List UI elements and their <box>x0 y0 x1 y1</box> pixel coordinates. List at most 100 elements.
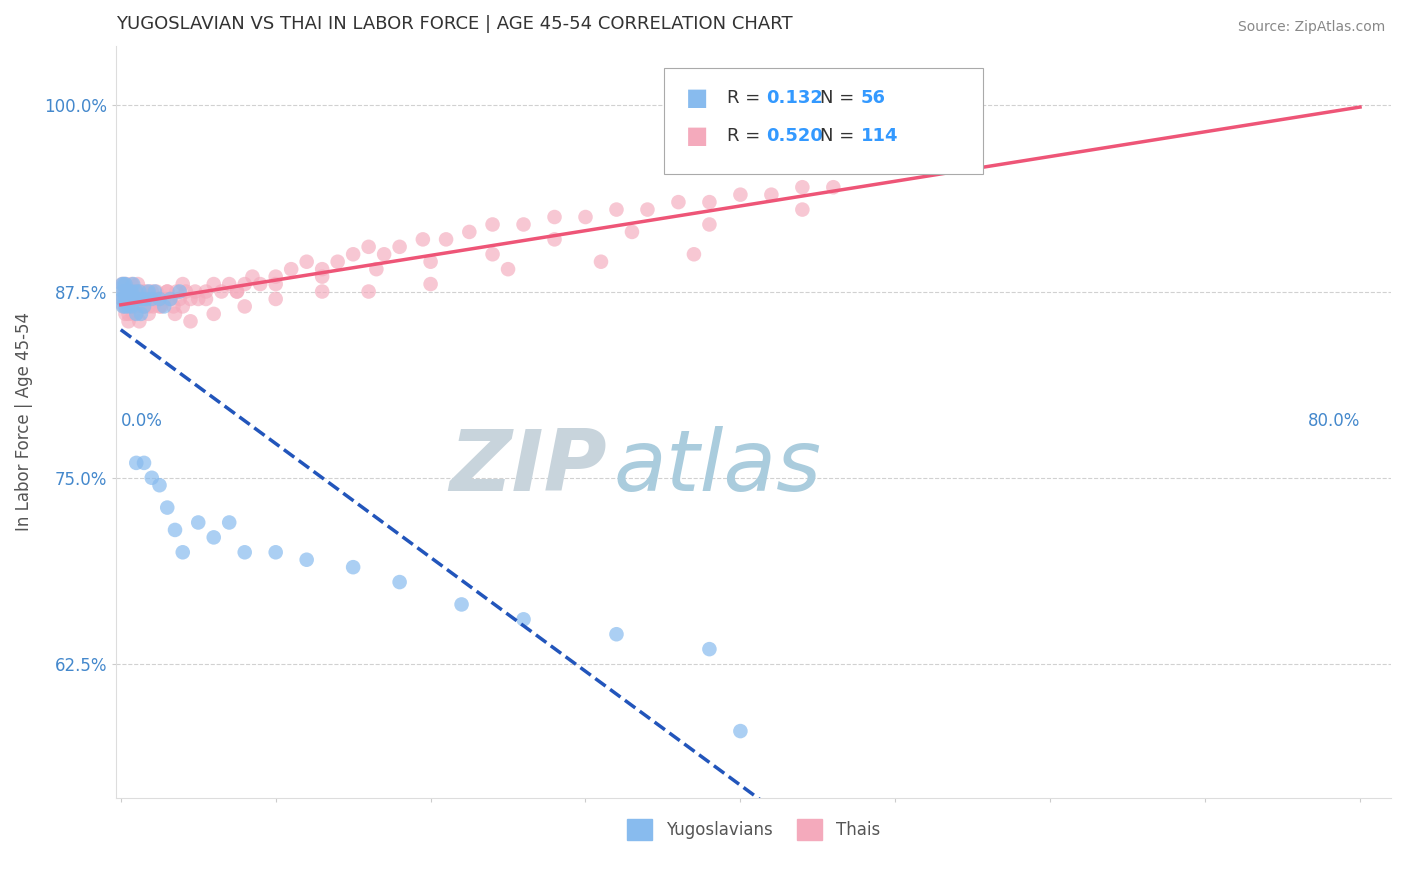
Point <box>120 292 142 306</box>
Point <box>226 285 249 299</box>
Point <box>163 307 186 321</box>
Point <box>120 285 142 299</box>
Point <box>121 300 143 314</box>
Point <box>249 277 271 291</box>
Point <box>419 277 441 291</box>
Point <box>125 300 148 314</box>
Point <box>195 292 218 306</box>
Point <box>136 285 159 299</box>
Point <box>111 285 134 299</box>
Text: 0.520: 0.520 <box>766 127 823 145</box>
Point <box>163 523 186 537</box>
Text: N =: N = <box>820 127 860 145</box>
Point <box>153 300 176 314</box>
Point <box>683 247 706 261</box>
Point <box>111 277 134 291</box>
Point <box>162 300 184 314</box>
Point <box>148 478 170 492</box>
Point <box>342 560 364 574</box>
Point <box>122 285 145 299</box>
Point <box>156 285 179 299</box>
Point <box>184 285 207 299</box>
Point <box>156 285 179 299</box>
Point <box>141 285 163 299</box>
Text: 80.0%: 80.0% <box>1308 412 1360 430</box>
Text: ZIP: ZIP <box>450 425 607 508</box>
Point <box>120 300 142 314</box>
Point <box>202 307 225 321</box>
Point <box>132 285 155 299</box>
Point <box>117 307 139 321</box>
Point <box>512 612 534 626</box>
Point <box>112 292 135 306</box>
Point <box>366 262 388 277</box>
Point <box>143 292 166 306</box>
Point <box>111 292 134 306</box>
Point <box>481 247 503 261</box>
Text: ■: ■ <box>686 124 709 148</box>
Point <box>132 456 155 470</box>
Point <box>114 285 136 299</box>
Text: Source: ZipAtlas.com: Source: ZipAtlas.com <box>1237 20 1385 34</box>
Text: 56: 56 <box>860 89 886 107</box>
Point <box>357 240 380 254</box>
Point <box>122 307 145 321</box>
Point <box>148 300 170 314</box>
Point <box>138 300 160 314</box>
Point <box>233 277 256 291</box>
Point <box>132 300 155 314</box>
Point <box>121 277 143 291</box>
Point <box>172 277 194 291</box>
Point <box>823 180 845 194</box>
Point <box>150 300 173 314</box>
Point <box>218 277 240 291</box>
Point <box>124 292 146 306</box>
Point <box>114 292 136 306</box>
Point <box>264 277 287 291</box>
Point <box>218 516 240 530</box>
Point <box>138 285 160 299</box>
Point <box>342 247 364 261</box>
Point <box>179 292 201 306</box>
Point <box>326 254 349 268</box>
Point <box>114 277 136 291</box>
Point <box>264 545 287 559</box>
Point <box>112 300 135 314</box>
Point <box>211 285 233 299</box>
Point <box>112 300 135 314</box>
Point <box>699 218 721 232</box>
Point <box>543 232 565 246</box>
Point <box>122 300 145 314</box>
Point <box>761 187 783 202</box>
Text: 0.0%: 0.0% <box>121 412 163 430</box>
Point <box>124 292 146 306</box>
Point <box>129 300 152 314</box>
Text: 114: 114 <box>860 127 898 145</box>
Point <box>127 277 149 291</box>
Point <box>125 292 148 306</box>
Point <box>373 247 395 261</box>
Point <box>264 292 287 306</box>
Point <box>620 225 643 239</box>
Point <box>143 285 166 299</box>
Text: 0.132: 0.132 <box>766 89 823 107</box>
Point <box>174 285 197 299</box>
Point <box>792 202 814 217</box>
Point <box>148 292 170 306</box>
Point <box>117 292 139 306</box>
Point <box>388 240 411 254</box>
Point <box>311 269 333 284</box>
Point <box>114 292 136 306</box>
Point <box>122 277 145 291</box>
Point <box>127 292 149 306</box>
Point <box>120 300 142 314</box>
Point <box>574 210 596 224</box>
Point <box>412 232 434 246</box>
Point <box>117 314 139 328</box>
Point <box>730 724 752 739</box>
Point <box>142 300 165 314</box>
Point <box>153 292 176 306</box>
Point <box>169 292 191 306</box>
Point <box>125 307 148 321</box>
Point <box>114 300 136 314</box>
